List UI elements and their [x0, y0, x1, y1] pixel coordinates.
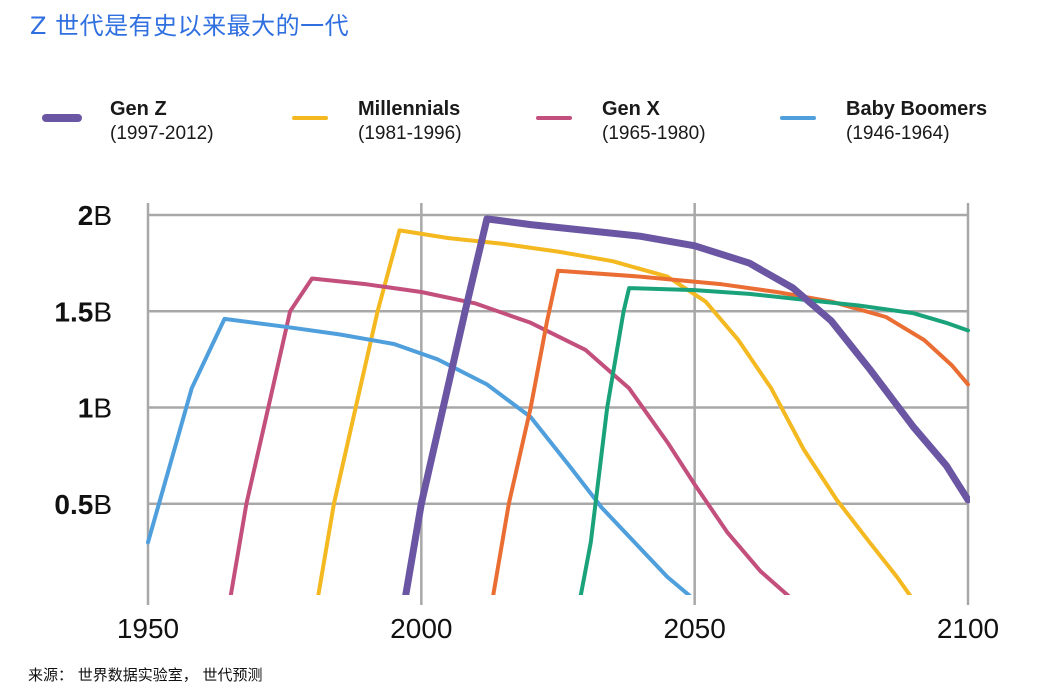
y-tick-label: 1B: [78, 393, 112, 424]
y-tick-label: 2B: [78, 200, 112, 231]
series-line-4: [491, 268, 970, 595]
x-tick-label: 2050: [664, 613, 726, 644]
legend: Gen Z (1997-2012) Millennials (1981-1996) Ge…: [42, 98, 987, 144]
legend-range: (1981-1996): [358, 123, 462, 144]
x-tick-label: 2100: [937, 613, 999, 644]
series-line-0: [402, 215, 970, 595]
y-tick-label: 1.5B: [54, 296, 112, 327]
population-chart: Gen Z (1997-2012) Millennials (1981-1996) Ge…: [42, 98, 999, 644]
y-tick-unit: B: [93, 200, 112, 231]
legend-name: Baby Boomers: [846, 98, 987, 120]
legend-range: (1997-2012): [110, 123, 214, 144]
source-note: 来源： 世界数据实验室， 世代预测: [28, 666, 263, 684]
series-line-1: [316, 228, 913, 595]
legend-range: (1946-1964): [846, 123, 950, 144]
chart-series: [146, 215, 970, 595]
series-line-5: [578, 286, 970, 595]
y-axis-ticks: 0.5B 1B 1.5B 2B: [54, 200, 112, 520]
page-title: Z 世代是有史以来最大的一代: [30, 12, 350, 40]
series-line-2: [228, 276, 791, 595]
legend-range: (1965-1980): [602, 123, 706, 144]
chart-grid: [146, 203, 970, 605]
y-tick-unit: B: [93, 393, 112, 424]
x-tick-label: 2000: [390, 613, 452, 644]
x-axis-ticks: 1950 2000 2050 2100: [117, 613, 999, 644]
legend-name: Gen X: [602, 98, 660, 120]
y-tick-unit: B: [93, 296, 112, 327]
x-tick-label: 1950: [117, 613, 179, 644]
legend-name: Millennials: [358, 98, 460, 120]
legend-name: Gen Z: [110, 98, 167, 120]
y-tick-unit: B: [93, 489, 112, 520]
series-line-3: [146, 316, 692, 595]
y-tick-label: 0.5B: [54, 489, 112, 520]
